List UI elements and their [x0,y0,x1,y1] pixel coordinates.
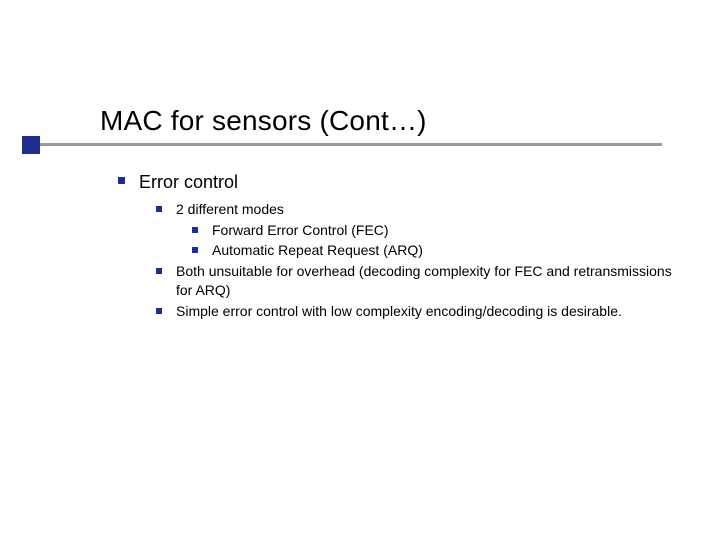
bullet-text: Error control [139,170,238,194]
slide: MAC for sensors (Cont…) Error control 2 … [0,0,720,540]
bullet-lvl2-list: 2 different modes Forward Error Control … [156,200,678,320]
bullet-row: Simple error control with low complexity… [156,302,678,321]
bullet-text: Simple error control with low complexity… [176,302,622,321]
bullet-lvl3: Automatic Repeat Request (ARQ) [192,241,678,260]
bullet-lvl2: Both unsuitable for overhead (decoding c… [156,262,678,300]
square-bullet-icon [156,268,162,274]
bullet-row: Both unsuitable for overhead (decoding c… [156,262,678,300]
square-bullet-icon [156,308,162,314]
bullet-text: Automatic Repeat Request (ARQ) [212,241,423,260]
title-underline [22,143,662,146]
slide-title-wrap: MAC for sensors (Cont…) [100,105,427,137]
bullet-row: Automatic Repeat Request (ARQ) [192,241,678,260]
slide-title: MAC for sensors (Cont…) [100,105,427,137]
bullet-row: 2 different modes [156,200,678,219]
bullet-lvl2: Simple error control with low complexity… [156,302,678,321]
bullet-lvl1: Error control 2 different modes Forward … [118,170,678,321]
square-bullet-icon [192,247,198,253]
square-bullet-icon [118,177,125,184]
slide-body: Error control 2 different modes Forward … [118,170,678,329]
title-accent-box [22,136,40,154]
square-bullet-icon [156,206,162,212]
bullet-row: Forward Error Control (FEC) [192,221,678,240]
bullet-lvl3-list: Forward Error Control (FEC) Automatic Re… [192,221,678,260]
bullet-row: Error control [118,170,678,194]
square-bullet-icon [192,227,198,233]
bullet-lvl3: Forward Error Control (FEC) [192,221,678,240]
bullet-text: Forward Error Control (FEC) [212,221,389,240]
bullet-lvl2: 2 different modes Forward Error Control … [156,200,678,260]
bullet-text: Both unsuitable for overhead (decoding c… [176,262,678,300]
bullet-text: 2 different modes [176,200,284,219]
